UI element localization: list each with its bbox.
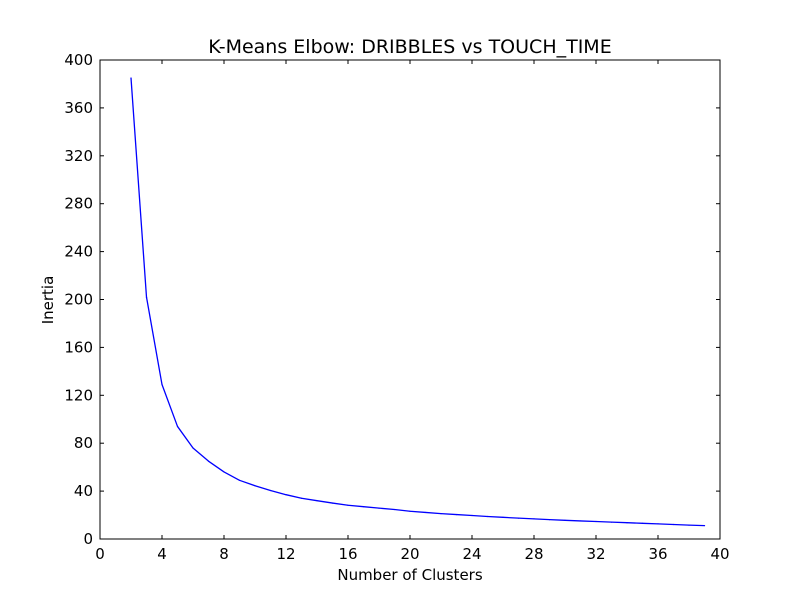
y-tick-label: 80 [74,434,93,452]
data-point [393,508,396,511]
data-point [161,383,163,386]
data-point [254,485,256,487]
chart-title: K-Means Elbow: DRIBBLES vs TOUCH_TIME [208,36,611,58]
data-point [440,513,442,515]
y-tick-label: 0 [83,530,93,548]
x-tick-label: 20 [400,545,419,563]
data-point [595,520,597,523]
data-point [564,519,566,521]
data-point [300,497,303,499]
x-tick-label: 32 [586,545,605,563]
data-point [409,510,411,512]
x-tick-label: 8 [219,545,229,563]
y-tick-label: 120 [64,386,93,404]
data-point [192,447,194,449]
data-point [626,522,628,524]
data-point [207,460,210,462]
data-point [502,516,504,518]
series-line [130,77,705,527]
data-point [517,517,520,519]
x-tick-label: 28 [524,545,543,563]
data-point [238,479,241,481]
data-point [331,502,334,504]
data-point [579,520,582,522]
data-point [424,511,427,514]
x-tick-label: 12 [276,545,295,563]
data-point [672,523,675,526]
x-tick-label: 40 [710,545,729,563]
y-tick-label: 400 [64,51,93,69]
data-point [130,77,132,79]
data-point [533,518,535,520]
data-point [657,523,659,525]
y-tick-label: 240 [64,243,93,261]
data-point [486,515,489,518]
data-point [688,524,690,526]
plot-frame [99,59,721,540]
series-layer [130,77,706,527]
x-tick-label: 24 [462,545,481,563]
data-point [223,471,225,473]
data-point [641,522,644,524]
y-tick-label: 320 [64,147,93,165]
y-tick-label: 360 [64,99,93,117]
y-tick-label: 280 [64,195,93,213]
axis-ticks: 0 4 8 12 16 20 24 28 32 36 40040801201602002402803… [64,51,729,563]
y-tick-label: 40 [74,482,93,500]
plot-area [100,60,720,539]
x-axis-label: Number of Clusters [337,566,482,584]
data-point [285,494,287,496]
x-tick-label: 36 [648,545,667,563]
data-point [269,489,272,492]
data-point [378,507,380,509]
y-tick-label: 160 [64,338,93,356]
data-point [145,296,148,298]
x-tick-label: 4 [157,545,167,563]
data-point [548,519,551,521]
data-point [455,513,458,516]
data-point [347,504,349,506]
data-point [316,500,318,502]
data-point [176,425,179,428]
x-tick-label: 0 [95,545,105,563]
data-point [610,521,613,523]
data-point [703,524,706,527]
y-tick-label: 200 [64,291,93,309]
data-point [471,514,473,517]
y-axis-label: Inertia [39,276,57,325]
x-tick-label: 16 [338,545,357,563]
data-point [362,506,365,508]
